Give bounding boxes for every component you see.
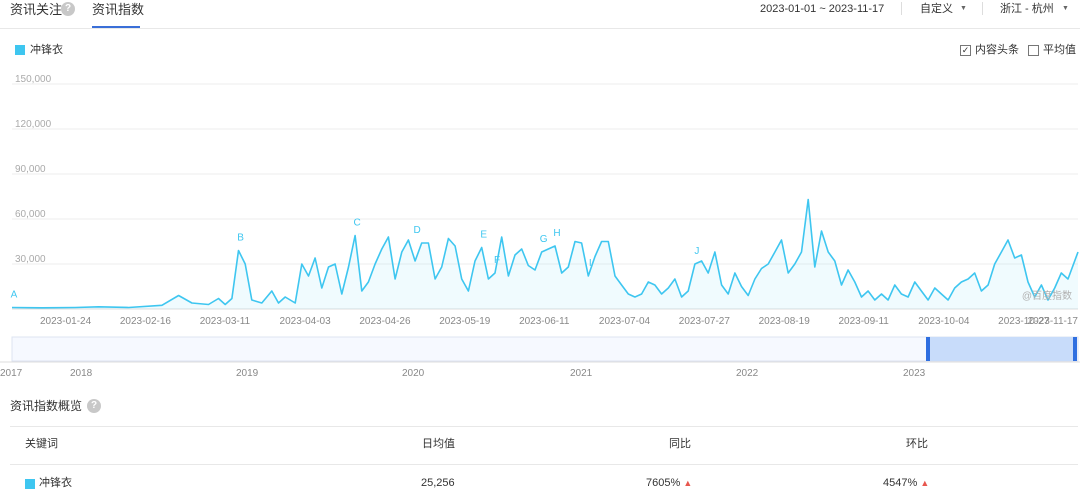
yoy-value: 7605% — [646, 477, 681, 489]
x-tick-label: 2023-04-03 — [280, 316, 332, 327]
column-header-mom: 环比 — [906, 438, 928, 450]
series-area — [12, 199, 1078, 309]
overview-year-label: 2018 — [70, 368, 93, 379]
column-header-daily-avg: 日均值 — [422, 438, 455, 450]
overview-year-label: 2019 — [236, 368, 259, 379]
overview-year-label: 2020 — [402, 368, 425, 379]
y-tick-label: 30,000 — [15, 254, 46, 265]
overview-year-label: 2021 — [570, 368, 593, 379]
chevron-down-icon: ▼ — [1062, 5, 1069, 12]
row-daily-avg: 25,256 — [421, 477, 455, 489]
overview-year-label: 2023 — [903, 368, 926, 379]
annotation-label: A — [11, 290, 18, 301]
legend-swatch — [15, 45, 25, 55]
annotation-label: F — [494, 255, 500, 266]
annotation-label: D — [413, 225, 420, 236]
annotation-label: E — [480, 230, 487, 241]
overview-selection — [928, 337, 1076, 361]
keyword-swatch — [25, 479, 35, 489]
y-tick-label: 150,000 — [15, 74, 52, 85]
annotation-label: J — [694, 246, 699, 257]
overview-left-handle — [926, 337, 930, 361]
x-tick-label: 2023-11-17 — [1028, 316, 1079, 327]
region-dropdown[interactable]: 浙江 - 杭州 — [1000, 3, 1054, 15]
series-line — [11, 198, 1079, 309]
x-tick-label: 2023-07-04 — [599, 316, 651, 327]
table-divider — [10, 426, 1078, 427]
custom-range-dropdown[interactable]: 自定义 — [920, 3, 953, 15]
divider — [901, 2, 902, 15]
annotation-label: I — [589, 258, 592, 269]
help-icon[interactable]: ? — [61, 2, 75, 16]
x-tick-label: 2023-04-26 — [359, 316, 411, 327]
divider — [982, 2, 983, 15]
annotation-label: C — [354, 218, 361, 229]
column-header-keyword: 关键词 — [25, 438, 58, 450]
table-divider — [10, 464, 1078, 465]
annotation-label: G — [540, 234, 548, 245]
up-arrow-icon: ▲ — [683, 478, 693, 488]
mom-value: 4547% — [883, 477, 918, 489]
column-header-yoy: 同比 — [669, 438, 691, 450]
y-tick-label: 90,000 — [15, 164, 46, 175]
x-tick-label: 2023-10-04 — [918, 316, 970, 327]
watermark-text: @百度指数 — [1022, 289, 1072, 302]
overview-year-label: 2022 — [736, 368, 759, 379]
tab-news-attention[interactable]: 资讯关注 — [10, 2, 63, 17]
x-tick-label: 2023-01-24 — [40, 316, 92, 327]
headline-checkbox-label[interactable]: 内容头条 — [975, 44, 1019, 56]
headline-checkbox[interactable]: ✓ — [960, 45, 971, 56]
tab-news-index[interactable]: 资讯指数 — [92, 2, 145, 17]
overview-year-label: 2017 — [0, 368, 23, 379]
legend-label[interactable]: 冲锋衣 — [30, 44, 63, 56]
annotation-label: B — [237, 233, 244, 244]
summary-title: 资讯指数概览 — [10, 399, 83, 413]
overview-right-handle — [1073, 337, 1077, 361]
help-icon[interactable]: ? — [87, 399, 101, 413]
index-line-chart[interactable]: 150,000 120,000 90,000 60,000 30,000 A B C D E F GH… — [0, 0, 1080, 390]
overview-track — [11, 336, 1079, 362]
x-tick-label: 2023-09-11 — [838, 316, 889, 327]
x-tick-label: 2023-02-16 — [120, 316, 172, 327]
x-tick-label: 2023-05-19 — [439, 316, 491, 327]
x-tick-label: 2023-07-27 — [679, 316, 731, 327]
y-tick-label: 60,000 — [15, 209, 46, 220]
x-tick-label: 2023-06-11 — [519, 316, 570, 327]
average-checkbox-label[interactable]: 平均值 — [1043, 44, 1076, 56]
annotation-label: H — [553, 228, 560, 239]
average-checkbox[interactable] — [1028, 45, 1039, 56]
row-keyword: 冲锋衣 — [39, 477, 72, 489]
x-tick-label: 2023-10-27 — [998, 316, 1050, 327]
active-tab-indicator — [92, 26, 140, 28]
x-tick-label: 2023-03-11 — [200, 316, 251, 327]
y-tick-label: 120,000 — [15, 119, 52, 130]
up-arrow-icon: ▲ — [920, 478, 930, 488]
chevron-down-icon: ▼ — [960, 5, 967, 12]
x-tick-label: 2023-08-19 — [759, 316, 811, 327]
row-yoy: 7605% ▲ — [646, 477, 692, 490]
date-range-display[interactable]: 2023-01-01 ~ 2023-11-17 — [760, 3, 885, 15]
top-header: 资讯关注 ? 资讯指数 2023-01-01 ~ 2023-11-17 自定义 … — [0, 0, 1080, 29]
row-mom: 4547% ▲ — [883, 477, 929, 490]
